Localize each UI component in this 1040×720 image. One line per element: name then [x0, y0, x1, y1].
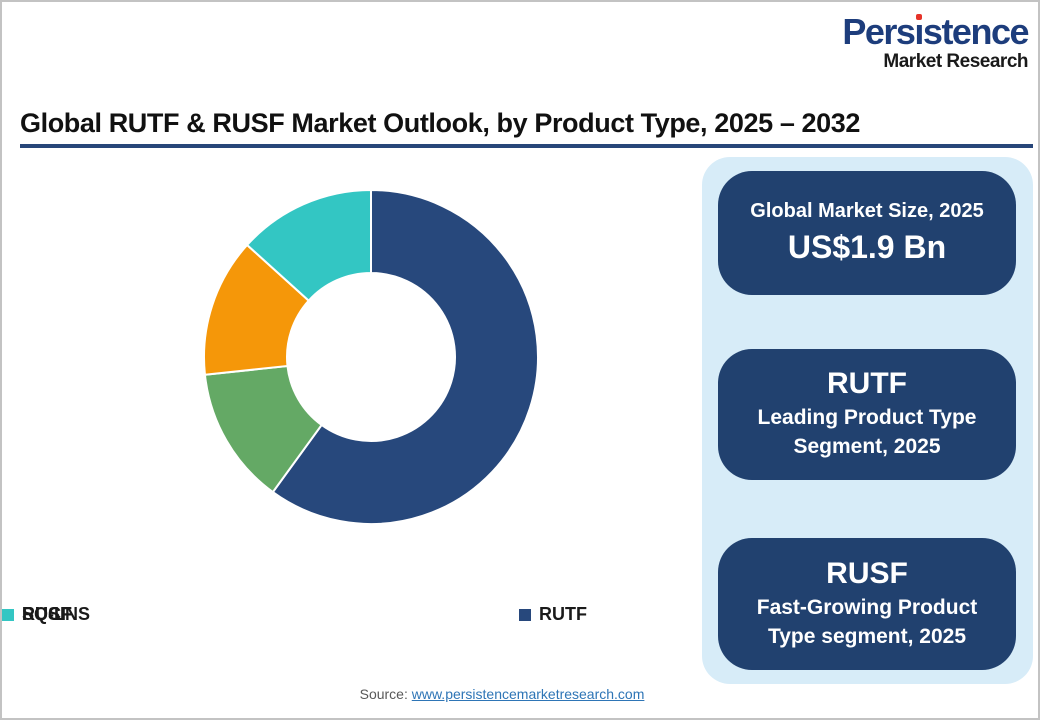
legend-item-sq-lns: SQ-LNS [2, 604, 90, 625]
pmr-logo: Persı stence Market Research [842, 11, 1030, 72]
legend-swatch-rutf [519, 608, 531, 621]
fast-growing-segment-card-subtitle: Fast-Growing Product Type segment, 2025 [756, 595, 978, 648]
donut-segment-sq-lns [245, 188, 372, 303]
legend-item-rutf: RUTF [519, 604, 587, 625]
logo-word-part1: Pers [842, 11, 916, 52]
donut-chart [203, 188, 539, 525]
fast-growing-segment-card-title: RUSF [826, 556, 908, 590]
title-underline [20, 144, 1033, 148]
donut-segment-rutf [271, 188, 539, 525]
legend-label-rutf: RUTF [539, 604, 587, 624]
source-link[interactable]: www.persistencemarketresearch.com [411, 686, 645, 702]
source-line: Source: www.persistencemarketresearch.co… [2, 686, 1002, 702]
leading-segment-card: RUTF Leading Product Type Segment, 2025 [718, 349, 1016, 480]
legend-label-rucf: RUCF [22, 604, 72, 624]
market-size-card-title: Global Market Size, 2025 [750, 200, 984, 222]
fast-growing-segment-card: RUSF Fast-Growing Product Type segment, … [718, 538, 1016, 670]
logo-letter-i: ı [914, 11, 924, 52]
highlights-panel: Global Market Size, 2025 US$1.9 Bn RUTF … [702, 157, 1033, 684]
legend-label-sq-lns: SQ-LNS [22, 604, 91, 624]
market-size-card: Global Market Size, 2025 US$1.9 Bn [718, 171, 1016, 295]
logo-dotless-i: ı [914, 11, 924, 52]
logo-word-part3: stence [922, 11, 1030, 52]
logo-subtitle: Market Research [883, 51, 1028, 72]
leading-segment-card-subtitle: Leading Product Type Segment, 2025 [757, 406, 977, 458]
market-size-card-value: US$1.9 Bn [787, 229, 947, 265]
legend-swatch-sq-lns [2, 608, 14, 621]
logo-wordmark: Persı stence [842, 11, 1030, 52]
source-label: Source: [359, 686, 408, 702]
legend-label-rusf: RUSF [22, 604, 71, 624]
page-title: Global RUTF & RUSF Market Outlook, by Pr… [20, 108, 861, 138]
logo-red-dot-icon [916, 14, 923, 20]
leading-segment-card-title: RUTF [827, 367, 907, 401]
